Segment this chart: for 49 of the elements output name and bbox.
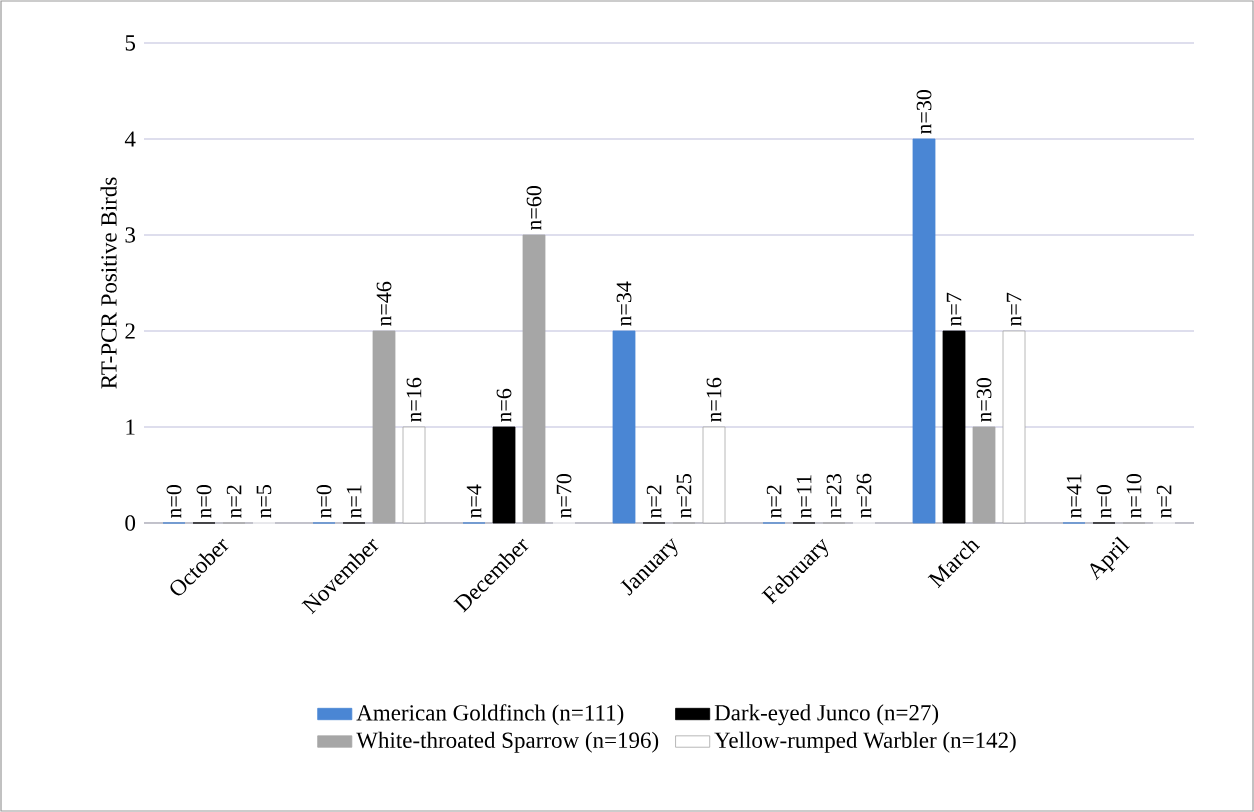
annotation: n=26 bbox=[856, 473, 872, 519]
annotation: n=7 bbox=[1006, 292, 1022, 327]
y-axis-title: RT-PCR Positive Birds bbox=[100, 177, 117, 389]
annotation: n=16 bbox=[706, 377, 722, 423]
bar bbox=[942, 330, 966, 524]
annotation: n=2 bbox=[766, 485, 782, 519]
bar bbox=[492, 426, 516, 524]
bar bbox=[402, 426, 426, 524]
y-tick-label: 2 bbox=[125, 323, 135, 339]
annotation: n=2 bbox=[1156, 485, 1172, 519]
annotation: n=6 bbox=[496, 388, 512, 423]
annotation: n=0 bbox=[316, 485, 332, 519]
bar bbox=[522, 234, 546, 524]
annotation: n=0 bbox=[1096, 485, 1112, 519]
annotation: n=23 bbox=[826, 474, 842, 519]
annotation: n=1 bbox=[346, 485, 362, 519]
y-tick-label: 3 bbox=[125, 227, 136, 243]
legend-label: White-throated Sparrow (n=196) bbox=[356, 731, 659, 753]
bar bbox=[972, 426, 996, 524]
annotation: n=10 bbox=[1126, 474, 1142, 519]
legend-label: American Goldfinch (n=111) bbox=[356, 704, 624, 726]
annotation: n=70 bbox=[556, 474, 572, 519]
y-tick-label: 1 bbox=[126, 419, 135, 435]
annotation: n=41 bbox=[1066, 474, 1082, 519]
legend-label: Yellow-rumped Warbler (n=142) bbox=[714, 731, 1016, 753]
y-tick-label: 5 bbox=[125, 35, 136, 51]
y-tick-label: 4 bbox=[124, 131, 136, 147]
annotation: n=60 bbox=[526, 186, 542, 231]
annotation: n=25 bbox=[676, 474, 692, 519]
bar bbox=[702, 426, 726, 524]
annotation: n=16 bbox=[406, 377, 422, 423]
annotation: n=0 bbox=[196, 485, 212, 519]
bar bbox=[372, 330, 396, 524]
annotation: n=30 bbox=[976, 378, 992, 423]
annotation: n=5 bbox=[256, 485, 272, 519]
bar bbox=[912, 138, 936, 524]
y-tick-label: 0 bbox=[125, 515, 136, 531]
annotation: n=11 bbox=[796, 475, 812, 519]
annotation: n=30 bbox=[916, 90, 932, 135]
annotation: n=4 bbox=[466, 484, 482, 519]
annotation: n=2 bbox=[226, 485, 242, 519]
annotation: n=2 bbox=[646, 485, 662, 519]
bar bbox=[1002, 330, 1026, 524]
annotation: n=7 bbox=[946, 292, 962, 327]
bar bbox=[612, 330, 636, 524]
annotation: n=34 bbox=[616, 281, 632, 327]
legend-label: Dark-eyed Junco (n=27) bbox=[714, 704, 939, 726]
annotation: n=46 bbox=[376, 281, 392, 327]
annotation: n=0 bbox=[166, 485, 182, 519]
